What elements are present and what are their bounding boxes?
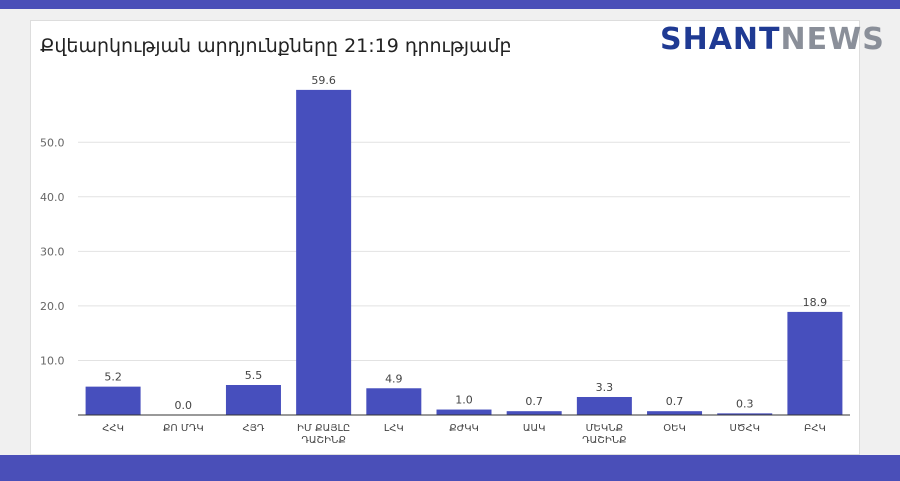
bar [366, 388, 422, 415]
chart-card [30, 20, 860, 455]
data-label: 1.0 [455, 394, 473, 407]
logo-part-news: NEWS [780, 22, 885, 57]
x-category-label: ՄԵԿՆՔ [586, 423, 623, 434]
data-label: 0.7 [525, 395, 543, 408]
bar [436, 409, 492, 415]
y-tick-label: 20.0 [40, 300, 65, 313]
data-label: 5.5 [245, 369, 263, 382]
x-category-label: ԻՄ ՔԱՅԼԸ [297, 423, 350, 434]
x-category-label: ԱԱԿ [523, 423, 546, 434]
y-tick-label: 40.0 [40, 191, 65, 204]
bar [717, 413, 773, 415]
x-category-label: ՔՈ ՄԴԿ [163, 423, 204, 434]
bar [576, 396, 632, 415]
bar [296, 89, 352, 415]
x-category-label: ՀՅԴ [242, 423, 264, 434]
y-tick-label: 30.0 [40, 245, 65, 258]
bar [225, 384, 281, 415]
x-category-label: ԼՀԿ [384, 423, 404, 434]
shantnews-logo: SHANTNEWS [660, 22, 885, 57]
data-label: 0.0 [175, 399, 193, 412]
logo-part-shant: SHANT [660, 22, 781, 57]
bar [85, 386, 141, 415]
data-label: 5.2 [104, 371, 122, 384]
x-category-label: ԴԱՇԻՆՔ [301, 435, 346, 446]
bar [647, 411, 703, 415]
x-category-label: ՕԵԿ [663, 423, 686, 434]
data-label: 0.3 [736, 397, 754, 410]
data-label: 59.6 [311, 74, 336, 87]
data-label: 4.9 [385, 372, 403, 385]
data-label: 18.9 [803, 296, 828, 309]
data-label: 0.7 [666, 395, 684, 408]
y-tick-label: 50.0 [40, 136, 65, 149]
x-category-label: ՀՀԿ [102, 423, 124, 434]
bar [787, 311, 843, 415]
x-category-label: ԲՀԿ [804, 423, 826, 434]
y-tick-label: 10.0 [40, 354, 65, 367]
x-category-label: ԴԱՇԻՆՔ [582, 435, 627, 446]
data-label: 3.3 [596, 381, 614, 394]
x-category-label: ՍԾՀԿ [730, 423, 760, 434]
x-category-label: ՔԺԿԿ [449, 423, 479, 434]
bar [506, 411, 562, 415]
top-frame-bar [0, 0, 900, 9]
bottom-frame-bar [0, 455, 900, 481]
chart-title: Քվեարկության արդյունքները 21:19 դրությամ… [40, 35, 512, 57]
